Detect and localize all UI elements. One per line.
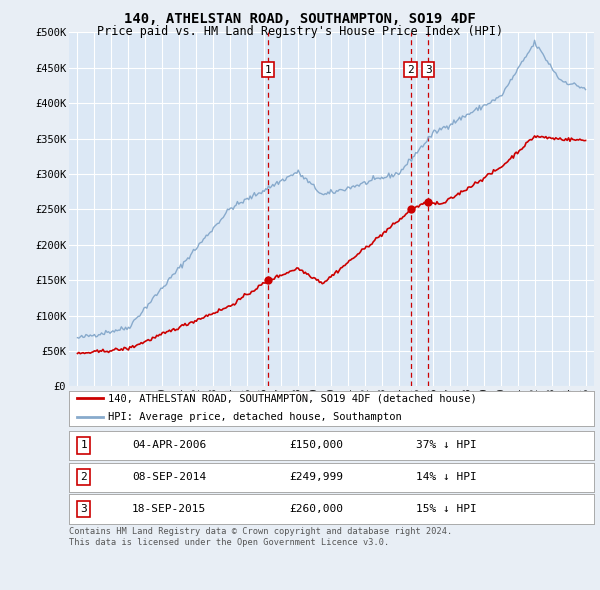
Text: 18-SEP-2015: 18-SEP-2015 [132,504,206,514]
Text: £150,000: £150,000 [290,441,343,450]
Text: Contains HM Land Registry data © Crown copyright and database right 2024.
This d: Contains HM Land Registry data © Crown c… [69,527,452,547]
Text: 3: 3 [80,504,87,514]
Text: 140, ATHELSTAN ROAD, SOUTHAMPTON, SO19 4DF (detached house): 140, ATHELSTAN ROAD, SOUTHAMPTON, SO19 4… [109,394,477,404]
Text: 04-APR-2006: 04-APR-2006 [132,441,206,450]
Text: 2: 2 [80,473,87,482]
Text: £260,000: £260,000 [290,504,343,514]
Text: 08-SEP-2014: 08-SEP-2014 [132,473,206,482]
Text: 15% ↓ HPI: 15% ↓ HPI [415,504,476,514]
Text: 2: 2 [407,65,414,74]
Text: 37% ↓ HPI: 37% ↓ HPI [415,441,476,450]
Text: 3: 3 [425,65,431,74]
Text: 140, ATHELSTAN ROAD, SOUTHAMPTON, SO19 4DF: 140, ATHELSTAN ROAD, SOUTHAMPTON, SO19 4… [124,12,476,26]
Text: £249,999: £249,999 [290,473,343,482]
Text: HPI: Average price, detached house, Southampton: HPI: Average price, detached house, Sout… [109,412,402,422]
Text: 1: 1 [265,65,271,74]
Text: 14% ↓ HPI: 14% ↓ HPI [415,473,476,482]
Text: Price paid vs. HM Land Registry's House Price Index (HPI): Price paid vs. HM Land Registry's House … [97,25,503,38]
Text: 1: 1 [80,441,87,450]
